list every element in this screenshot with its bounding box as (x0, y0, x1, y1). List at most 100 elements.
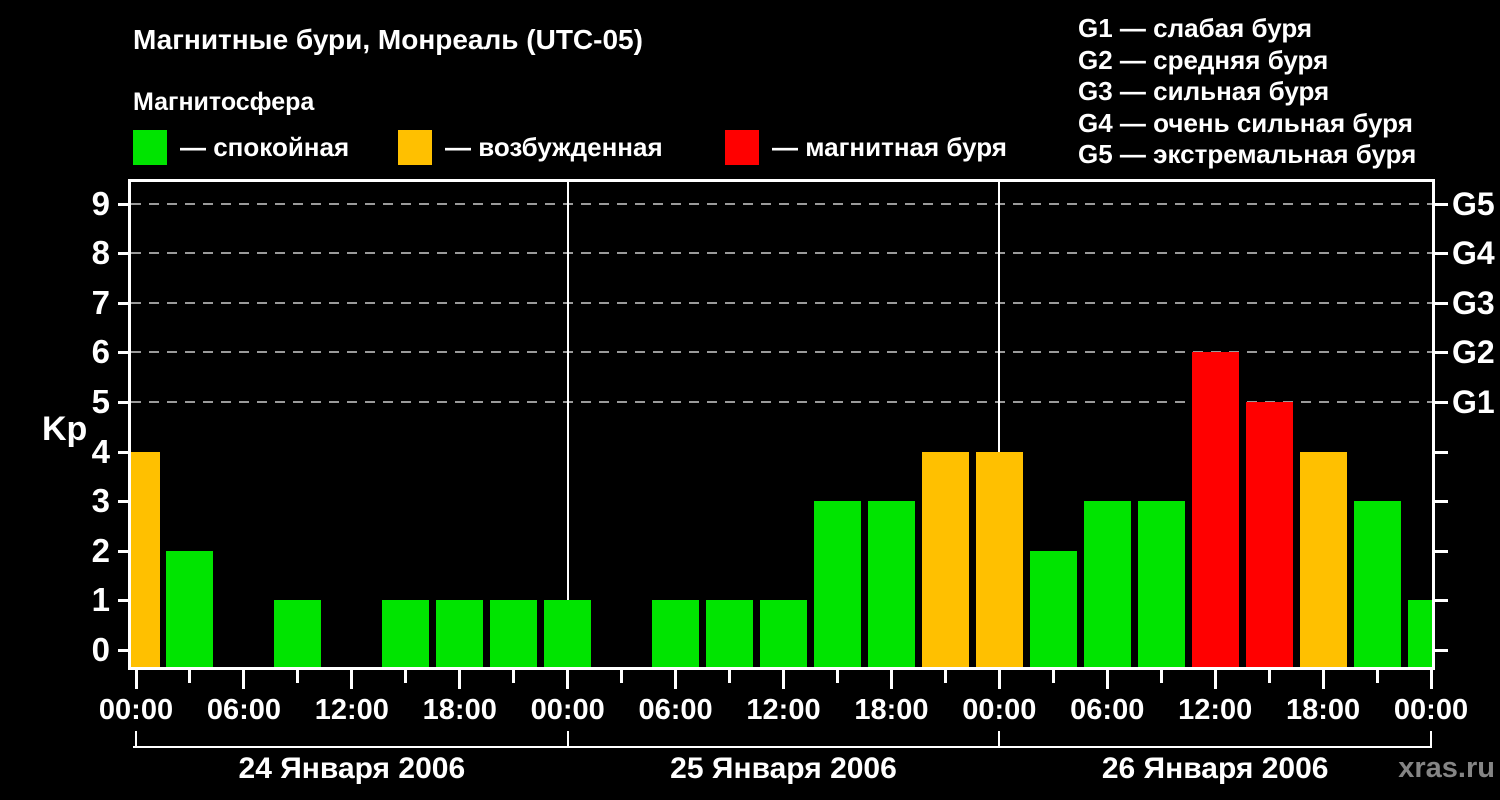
kp-bar (382, 600, 430, 667)
x-axis-tick (997, 670, 1001, 689)
y-axis-tick (118, 649, 131, 652)
y-axis-tick-right (1435, 450, 1448, 454)
g-level-label: G5 (1452, 185, 1495, 222)
kp-bar (760, 600, 807, 667)
g-level-label: G1 (1452, 384, 1495, 420)
kp-bar (166, 550, 214, 667)
legend-item-storm: — магнитная буря (725, 130, 1007, 165)
x-axis-tick (1051, 670, 1055, 683)
date-label: 24 Января 2006 (238, 752, 466, 785)
g-level-label: G4 (1452, 235, 1495, 272)
day-boundary-line (566, 182, 569, 667)
x-axis-tick (566, 670, 570, 689)
kp-bar (1137, 501, 1185, 667)
g-legend-line: G5 — экстремальная буря (1078, 139, 1417, 169)
x-axis-tick (188, 670, 192, 683)
legend-item-label: — магнитная буря (772, 132, 1007, 162)
kp-bar (436, 600, 484, 667)
kp-bar (544, 600, 592, 667)
kp-bar (1299, 451, 1347, 667)
x-axis-tick (1429, 670, 1433, 689)
x-axis-time-label: 12:00 (746, 694, 821, 726)
date-bracket-line (133, 746, 1432, 748)
watermark: xras.ru (1398, 752, 1495, 784)
kp-bar (813, 501, 861, 667)
kp-bar (652, 600, 700, 667)
x-axis-tick (1375, 670, 1379, 683)
legend-item-active: — возбужденная (398, 130, 663, 165)
kp-bar (1191, 352, 1239, 667)
y-axis-label: 9 (91, 184, 110, 222)
y-axis-label: 1 (91, 581, 110, 619)
x-axis-tick (350, 670, 354, 689)
x-axis-tick (1267, 670, 1271, 683)
x-axis-time-label: 18:00 (1285, 694, 1361, 726)
gridline-kp8 (131, 252, 1432, 255)
y-axis-tick-right (1435, 202, 1448, 206)
kp-bar (921, 451, 969, 667)
gridline-kp9 (131, 202, 1432, 205)
date-bracket-tick (998, 731, 1001, 748)
y-axis-tick (118, 450, 131, 454)
legend-item-label: — возбужденная (445, 132, 663, 162)
gridline-kp6 (131, 351, 1432, 354)
x-axis-tick (404, 670, 408, 683)
y-axis-label: 7 (91, 283, 110, 321)
date-label: 25 Января 2006 (670, 752, 897, 785)
y-axis-tick-right (1435, 401, 1448, 404)
x-axis-tick (674, 670, 678, 689)
g-legend-line: G2 — средняя буря (1078, 44, 1329, 75)
y-axis-label: 5 (91, 383, 110, 420)
date-bracket-tick (135, 731, 137, 748)
plot-area (128, 179, 1435, 670)
kp-bar (1245, 402, 1293, 667)
y-axis-label: 4 (91, 432, 110, 470)
y-axis-tick-right (1435, 500, 1448, 504)
g-scale-legend: G1 — слабая буря G2 — средняя буря G3 — си… (1078, 13, 1416, 171)
x-axis-tick (728, 670, 732, 683)
y-axis-title: Kp (42, 410, 88, 448)
kp-bar (1407, 600, 1432, 667)
y-axis-tick (118, 351, 131, 355)
kp-bar (975, 451, 1023, 667)
g-level-label: G2 (1452, 334, 1495, 371)
x-axis-time-label: 00:00 (1393, 694, 1469, 726)
day-boundary-line (998, 182, 1001, 667)
kp-bar (1083, 501, 1131, 667)
y-axis-label: 0 (91, 631, 110, 668)
x-axis-tick (1105, 670, 1109, 689)
kp-bar (867, 501, 915, 667)
x-axis-tick (782, 670, 785, 689)
x-axis-tick (1159, 670, 1163, 683)
kp-bar (490, 600, 538, 667)
y-axis-tick (118, 301, 131, 305)
legend-item-quiet: — спокойная (133, 130, 349, 165)
x-axis-time-label: 06:00 (1070, 694, 1145, 726)
x-axis-tick (943, 670, 947, 683)
x-axis-time-label: 06:00 (206, 694, 281, 726)
x-axis-time-label: 00:00 (530, 694, 605, 726)
y-axis-tick-right (1435, 351, 1448, 355)
storm-swatch-icon (725, 130, 759, 165)
x-axis-time-label: 12:00 (1178, 694, 1253, 726)
kp-bar (274, 600, 322, 667)
date-label: 26 Января 2006 (1101, 752, 1329, 785)
kp-bar (131, 451, 160, 667)
magnetosphere-legend: — спокойная — возбужденная — магнитная бур… (0, 130, 1500, 166)
y-axis-tick (118, 549, 131, 553)
y-axis-tick (118, 202, 131, 206)
active-swatch-icon (398, 130, 432, 165)
x-axis-tick (134, 670, 138, 689)
g-legend-line: G4 — очень сильная буря (1078, 107, 1413, 138)
date-bracket-tick (566, 731, 569, 748)
kp-bar (1029, 550, 1077, 667)
chart-subtitle: Магнитосфера (133, 88, 315, 116)
x-axis-tick (620, 670, 624, 683)
y-axis-tick (118, 599, 131, 603)
y-axis-tick-right (1435, 301, 1448, 305)
x-axis-tick (1321, 670, 1325, 689)
x-axis-tick (242, 670, 246, 689)
y-axis-label: 2 (91, 531, 110, 569)
g-legend-line: G3 — сильная буря (1078, 76, 1330, 106)
